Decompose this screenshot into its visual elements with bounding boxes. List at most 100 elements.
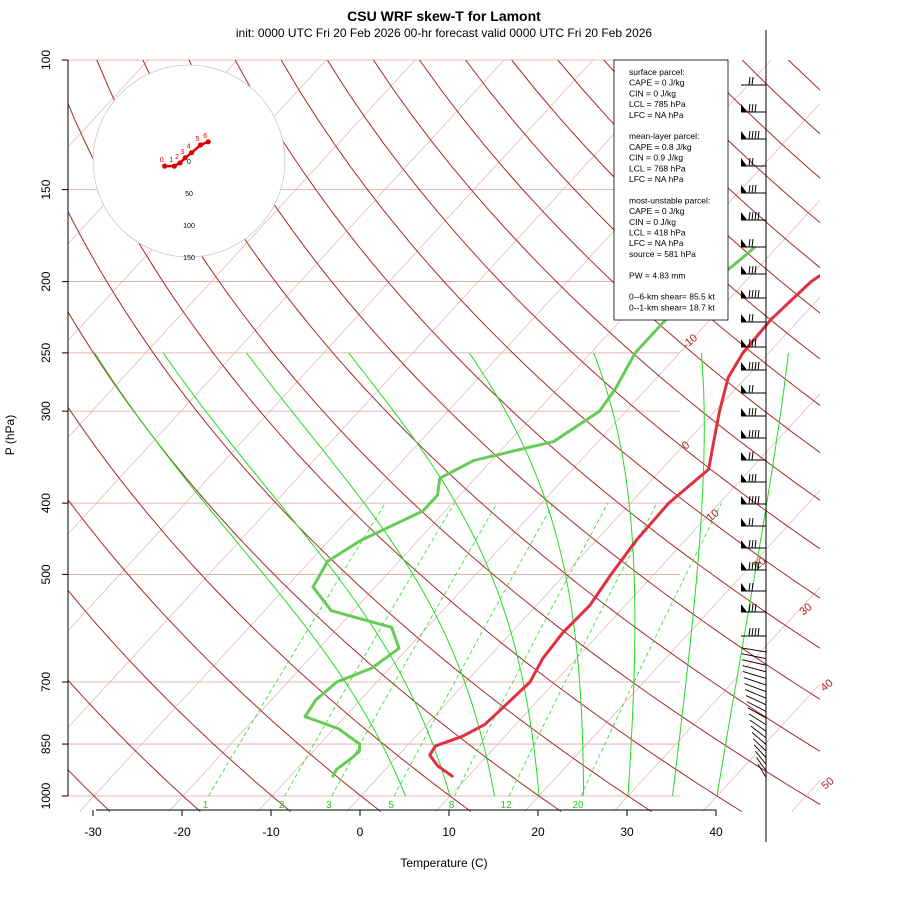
- wind-barb-feather: [748, 561, 751, 571]
- stats-line: source = 581 hPa: [629, 249, 696, 259]
- wind-barb-flag: [741, 562, 747, 570]
- isotherm-line: [0, 26, 1, 811]
- wind-barb-feather: [754, 539, 757, 549]
- isotherm-label: 50: [820, 775, 837, 792]
- moist-adiabat-grid: [94, 352, 789, 797]
- wind-barb: [743, 671, 767, 679]
- temperature-line: [428, 273, 820, 778]
- dry-adiabat: [419, 60, 820, 454]
- isotherm-line: [257, 199, 820, 812]
- mixing-ratio-grid: 1 2 3 5 8 12 20: [203, 502, 722, 811]
- wind-barb: [752, 738, 767, 752]
- wind-barb-feather: [754, 407, 757, 417]
- wind-barb-flag: [741, 474, 747, 482]
- wind-barb-feather: [748, 313, 751, 323]
- moist-adiabat: [672, 352, 705, 797]
- isotherm-line: [881, 26, 900, 811]
- wind-barb-flag: [741, 583, 747, 591]
- stats-line: CIN = 0 J/kg: [629, 217, 676, 227]
- hodograph-point: [171, 163, 177, 169]
- wind-barb-feather: [748, 384, 751, 394]
- hodograph-point-label: 4: [187, 144, 191, 151]
- wind-barb: [744, 683, 767, 693]
- stats-line: surface parcel:: [629, 67, 685, 77]
- wind-barb: [746, 701, 767, 712]
- wind-barb-feather: [751, 627, 754, 637]
- wind-barb-feather: [748, 211, 751, 221]
- wind-barb-feather: [751, 495, 754, 505]
- stats-line: CAPE = 0 J/kg: [629, 78, 685, 88]
- wind-barb-feather: [751, 582, 754, 592]
- hodograph-point: [162, 163, 168, 169]
- moist-adiabat: [468, 352, 584, 796]
- wind-barb-flag: [741, 430, 747, 438]
- stats-line: CIN = 0.9 J/kg: [629, 153, 683, 163]
- stats-line: 0--1-km shear= 18.7 kt: [629, 302, 715, 312]
- wind-barb: [741, 653, 767, 660]
- wind-barb-flag: [741, 185, 747, 193]
- dry-adiabat-grid: [68, 60, 820, 812]
- wind-barb: [742, 665, 767, 673]
- y-tick-label: 150: [39, 179, 53, 199]
- isotherm-line: [524, 490, 820, 812]
- stats-line: CAPE = 0 J/kg: [629, 206, 685, 216]
- wind-barb-feather: [751, 130, 754, 140]
- wind-barb-feather: [748, 103, 751, 113]
- y-tick-label: 200: [39, 271, 53, 291]
- wind-barb-feather: [751, 561, 754, 571]
- wind-barb-feather: [751, 473, 754, 483]
- wind-barb-feather: [751, 211, 754, 221]
- wind-barb-feather: [751, 429, 754, 439]
- dry-adiabat: [787, 60, 820, 91]
- wind-barb-feather: [754, 103, 757, 113]
- stats-line: PW = 4.83 mm: [629, 270, 685, 280]
- x-tick-label: 0: [357, 825, 364, 839]
- hodograph-point-label: 3: [180, 149, 184, 156]
- mixing-ratio-line: [454, 502, 609, 797]
- wind-barb-flag: [741, 314, 747, 322]
- mixing-ratio-label: 20: [572, 800, 584, 811]
- wind-barb-feather: [754, 627, 757, 637]
- wind-barb-feather: [751, 157, 754, 167]
- stats-line: LFC = NA hPa: [629, 238, 684, 248]
- mixing-ratio-label: 5: [388, 800, 394, 811]
- wind-barb-flag: [741, 239, 747, 247]
- wind-barb-feather: [751, 361, 754, 371]
- wind-barb-feather: [748, 451, 751, 461]
- wind-barb-feather: [751, 451, 754, 461]
- wind-barb-feather: [748, 184, 751, 194]
- dry-adiabat: [188, 60, 820, 700]
- moist-adiabat: [162, 352, 451, 797]
- wind-barb: [750, 725, 767, 739]
- wind-barb-feather: [748, 603, 751, 613]
- chart-title: CSU WRF skew-T for Lamont: [347, 8, 541, 24]
- wind-barb-feather: [751, 238, 754, 248]
- wind-barb-feather: [757, 429, 760, 439]
- wind-barb-feather: [751, 103, 754, 113]
- wind-barb-feather: [754, 130, 757, 140]
- isotherm-line: [168, 103, 820, 812]
- stats-line: mean-layer parcel:: [629, 131, 699, 141]
- wind-barb: [741, 659, 767, 666]
- wind-barb-flag: [741, 518, 747, 526]
- wind-barb-flag: [741, 362, 747, 370]
- wind-barb-feather: [754, 338, 757, 348]
- wind-barb-flag: [741, 408, 747, 416]
- isotherm-line: [68, 60, 505, 535]
- dry-adiabat: [234, 60, 820, 649]
- dry-adiabat: [68, 498, 382, 812]
- isotherm-label: 0: [680, 439, 692, 452]
- wind-barb-feather: [748, 495, 751, 505]
- dry-adiabat: [68, 102, 743, 812]
- wind-barb: [753, 744, 767, 758]
- hodograph-point-label: 6: [203, 133, 207, 140]
- x-tick-label: 10: [442, 825, 456, 839]
- wind-barb-feather: [757, 211, 760, 221]
- wind-barb-feather: [748, 429, 751, 439]
- mixing-ratio-label: 1: [203, 800, 209, 811]
- wind-barb: [751, 732, 767, 745]
- wind-barb-flag: [741, 104, 747, 112]
